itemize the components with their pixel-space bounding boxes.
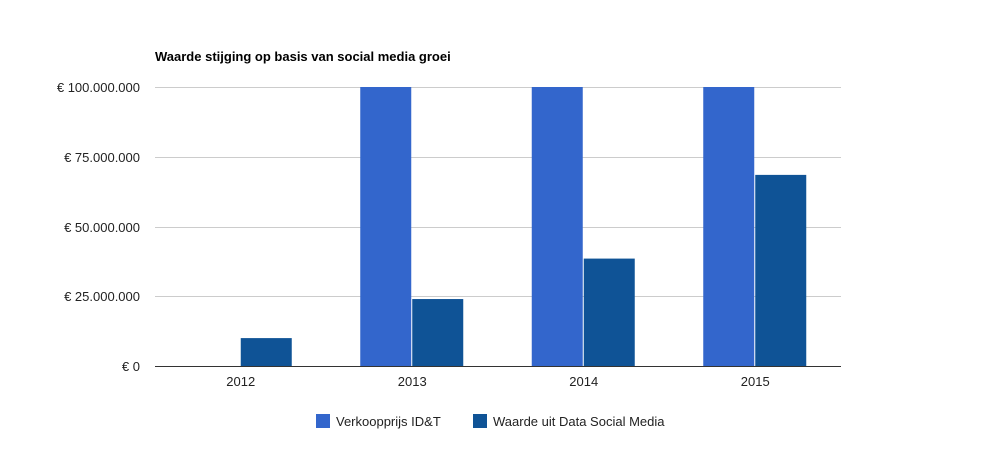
x-tick-label: 2014 (569, 374, 598, 389)
bars (240, 87, 807, 366)
y-tick-label: € 0 (122, 359, 140, 374)
bar-2014-series-0 (531, 87, 583, 366)
y-tick-label: € 75.000.000 (64, 150, 140, 165)
x-tick-label: 2013 (398, 374, 427, 389)
legend-swatch (316, 414, 330, 428)
legend-label: Verkoopprijs ID&T (336, 414, 441, 429)
y-tick-label: € 50.000.000 (64, 220, 140, 235)
bar-2013-series-1 (412, 299, 464, 366)
bar-2015-series-1 (755, 174, 807, 366)
bar-2015-series-0 (703, 87, 755, 366)
legend-swatch (473, 414, 487, 428)
legend-label: Waarde uit Data Social Media (493, 414, 665, 429)
y-tick-label: € 100.000.000 (57, 80, 140, 95)
y-tick-label: € 25.000.000 (64, 289, 140, 304)
x-tick-label: 2015 (741, 374, 770, 389)
legend: Verkoopprijs ID&T Waarde uit Data Social … (316, 414, 665, 429)
x-tick-label: 2012 (226, 374, 255, 389)
chart-title: Waarde stijging op basis van social medi… (155, 49, 451, 64)
axes: € 0 € 25.000.000 € 50.000.000 € 75.000.000 €… (57, 80, 841, 389)
bar-2012-series-1 (240, 338, 292, 366)
bar-2014-series-1 (583, 258, 635, 366)
bar-2013-series-0 (360, 87, 412, 366)
